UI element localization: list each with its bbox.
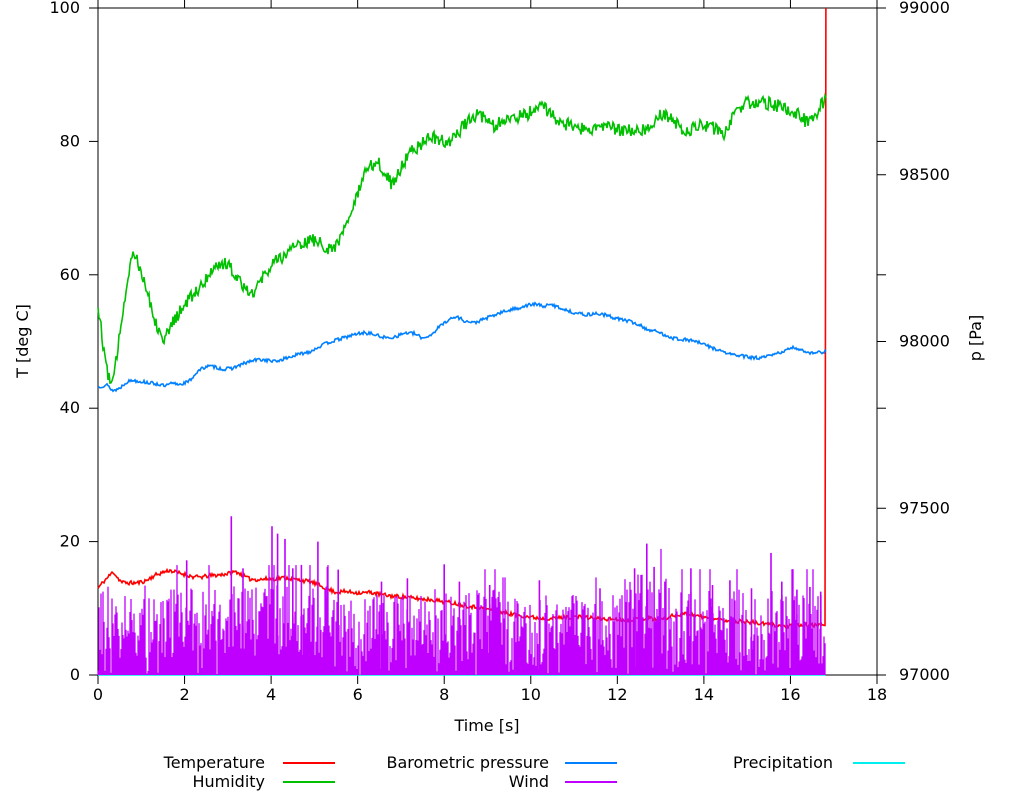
y1-tick-label: 100 (49, 0, 80, 17)
y1-tick-label: 0 (70, 665, 80, 684)
x-tick-label: 2 (179, 685, 189, 704)
legend-item-barometric-pressure: Barometric pressure (330, 753, 617, 772)
y2-tick-label: 99000 (899, 0, 950, 17)
series-temperature (97, 7, 827, 630)
legend-item-precipitation: Precipitation (655, 753, 905, 772)
y1-tick-label: 20 (60, 532, 80, 551)
legend-label: Precipitation (732, 753, 833, 772)
legend-line-sample (853, 761, 905, 764)
y1-tick-label: 40 (60, 398, 80, 417)
y2-axis-title: p [Pa] (966, 315, 985, 361)
y2-tick-label: 97000 (899, 665, 950, 684)
series-wind (97, 516, 826, 675)
legend-line-sample (565, 780, 617, 783)
x-tick-label: 8 (439, 685, 449, 704)
legend-label: Humidity (192, 772, 265, 791)
series-humidity (97, 92, 827, 385)
series-layer (97, 7, 827, 676)
x-tick-label: 14 (694, 685, 714, 704)
y1-tick-label: 80 (60, 131, 80, 150)
legend-item-temperature: Temperature (85, 753, 335, 772)
x-tick-label: 16 (780, 685, 800, 704)
x-tick-label: 6 (353, 685, 363, 704)
legend-line-sample (283, 761, 335, 764)
legend-label: Wind (508, 772, 549, 791)
x-tick-label: 18 (867, 685, 887, 704)
legend-line-sample (565, 761, 617, 764)
x-tick-label: 0 (93, 685, 103, 704)
y1-tick-label: 60 (60, 265, 80, 284)
weather-chart-figure: 0 2 4 6 8 10 12 14 16 18 0 20 40 60 80 100 97000 97500 980… (13, 0, 985, 791)
x-tick-label: 12 (607, 685, 627, 704)
legend-line-sample (283, 780, 335, 783)
y2-tick-label: 97500 (899, 498, 950, 517)
chart-canvas: 0 2 4 6 8 10 12 14 16 18 0 20 40 60 80 100 97000 97500 980… (13, 0, 985, 735)
series-barometric-pressure (97, 301, 827, 393)
x-axis-title: Time [s] (453, 716, 519, 735)
legend-item-wind: Wind (330, 772, 617, 791)
y2-tick-label: 98000 (899, 332, 950, 351)
legend-label: Barometric pressure (386, 753, 549, 772)
axes-layer: 0 2 4 6 8 10 12 14 16 18 0 20 40 60 80 100 97000 97500 980… (49, 0, 950, 704)
y2-tick-label: 98500 (899, 165, 950, 184)
legend-item-humidity: Humidity (85, 772, 335, 791)
x-tick-label: 10 (521, 685, 541, 704)
x-tick-label: 4 (266, 685, 276, 704)
axis-title-layer: Time [s] T [deg C] p [Pa] (13, 304, 985, 735)
y-axis-title: T [deg C] (13, 304, 32, 379)
legend-label: Temperature (163, 753, 265, 772)
